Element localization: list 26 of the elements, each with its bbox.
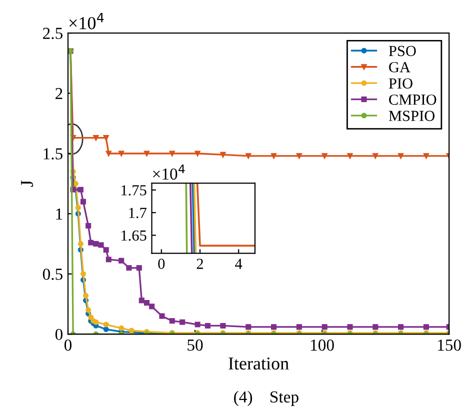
x-tick-label: 0 (64, 339, 72, 351)
x-tick-label: 100 (311, 339, 334, 351)
text: ×10$^{4}$ (69, 12, 104, 30)
legend-label: CMPIO (389, 94, 436, 105)
annotation: ×10$^{4}$ (153, 164, 185, 180)
y-tick-label: 1 (56, 208, 62, 220)
y-tick-label: 2 (56, 88, 62, 100)
y-axis-title: J (21, 180, 34, 187)
y-tick-label: 1.5 (44, 148, 62, 160)
y-tick-label: 1.7 (129, 208, 146, 218)
legend-label: PSO (388, 46, 416, 56)
text: (4) Step (234, 390, 298, 406)
y-tick-label: 0.5 (42, 268, 62, 280)
x-tick-label: 0 (158, 258, 165, 269)
x-tick-label: 50 (188, 339, 203, 351)
y-tick-label: 0 (55, 328, 62, 340)
y-tick-label: 1.75 (122, 185, 146, 196)
x-axis-title: Iteration (228, 357, 289, 370)
x-tick-label: 4 (235, 258, 242, 269)
y-tick-label: 1.65 (122, 230, 146, 241)
x-tick-label: 150 (438, 339, 461, 351)
x-tick-label: 2 (196, 258, 203, 269)
legend-label: MSPIO (388, 110, 435, 122)
legend-label: GA (389, 62, 410, 72)
y-tick-label: 2.5 (43, 28, 62, 40)
legend-label: PIO (388, 78, 412, 89)
